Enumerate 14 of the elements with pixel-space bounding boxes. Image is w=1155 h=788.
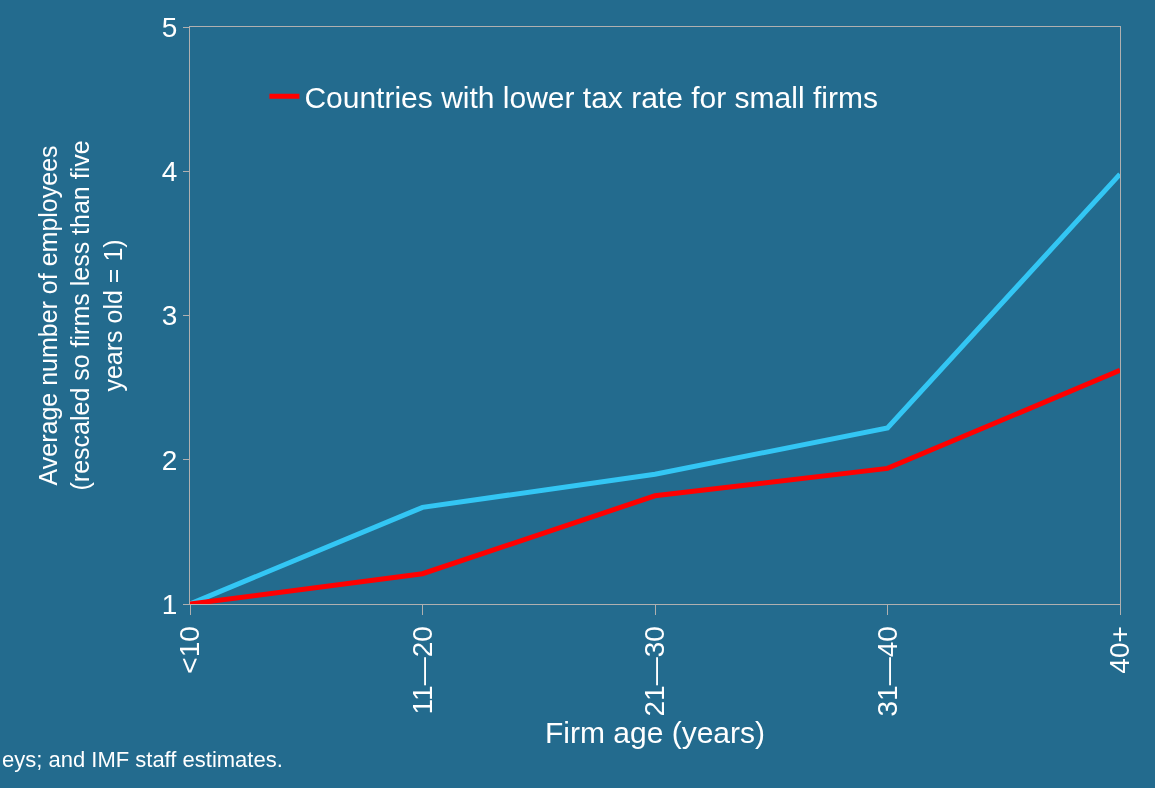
x-axis-title: Firm age (years) xyxy=(544,716,766,750)
y-tick-label: 2 xyxy=(161,444,178,476)
text: eys; and IMF staff estimates. xyxy=(2,747,283,772)
legend-label: Countries with lower tax rate for small firms xyxy=(304,80,878,114)
y-axis-title: Average number of employees (rescaled so firms less than five years old = 1) xyxy=(33,140,127,491)
x-tick-label: 40+ xyxy=(1104,626,1136,674)
y-tick-label: 3 xyxy=(161,300,178,332)
x-tick-label: 11—20 xyxy=(406,626,438,715)
x-tick-label: <10 xyxy=(174,626,206,674)
y-tick-label: 1 xyxy=(161,588,178,620)
x-tick-label: 31—40 xyxy=(871,626,903,717)
x-tick-label: 21—30 xyxy=(639,626,671,717)
y-tick-label: 5 xyxy=(161,11,178,43)
y-tick-label: 4 xyxy=(161,156,178,188)
